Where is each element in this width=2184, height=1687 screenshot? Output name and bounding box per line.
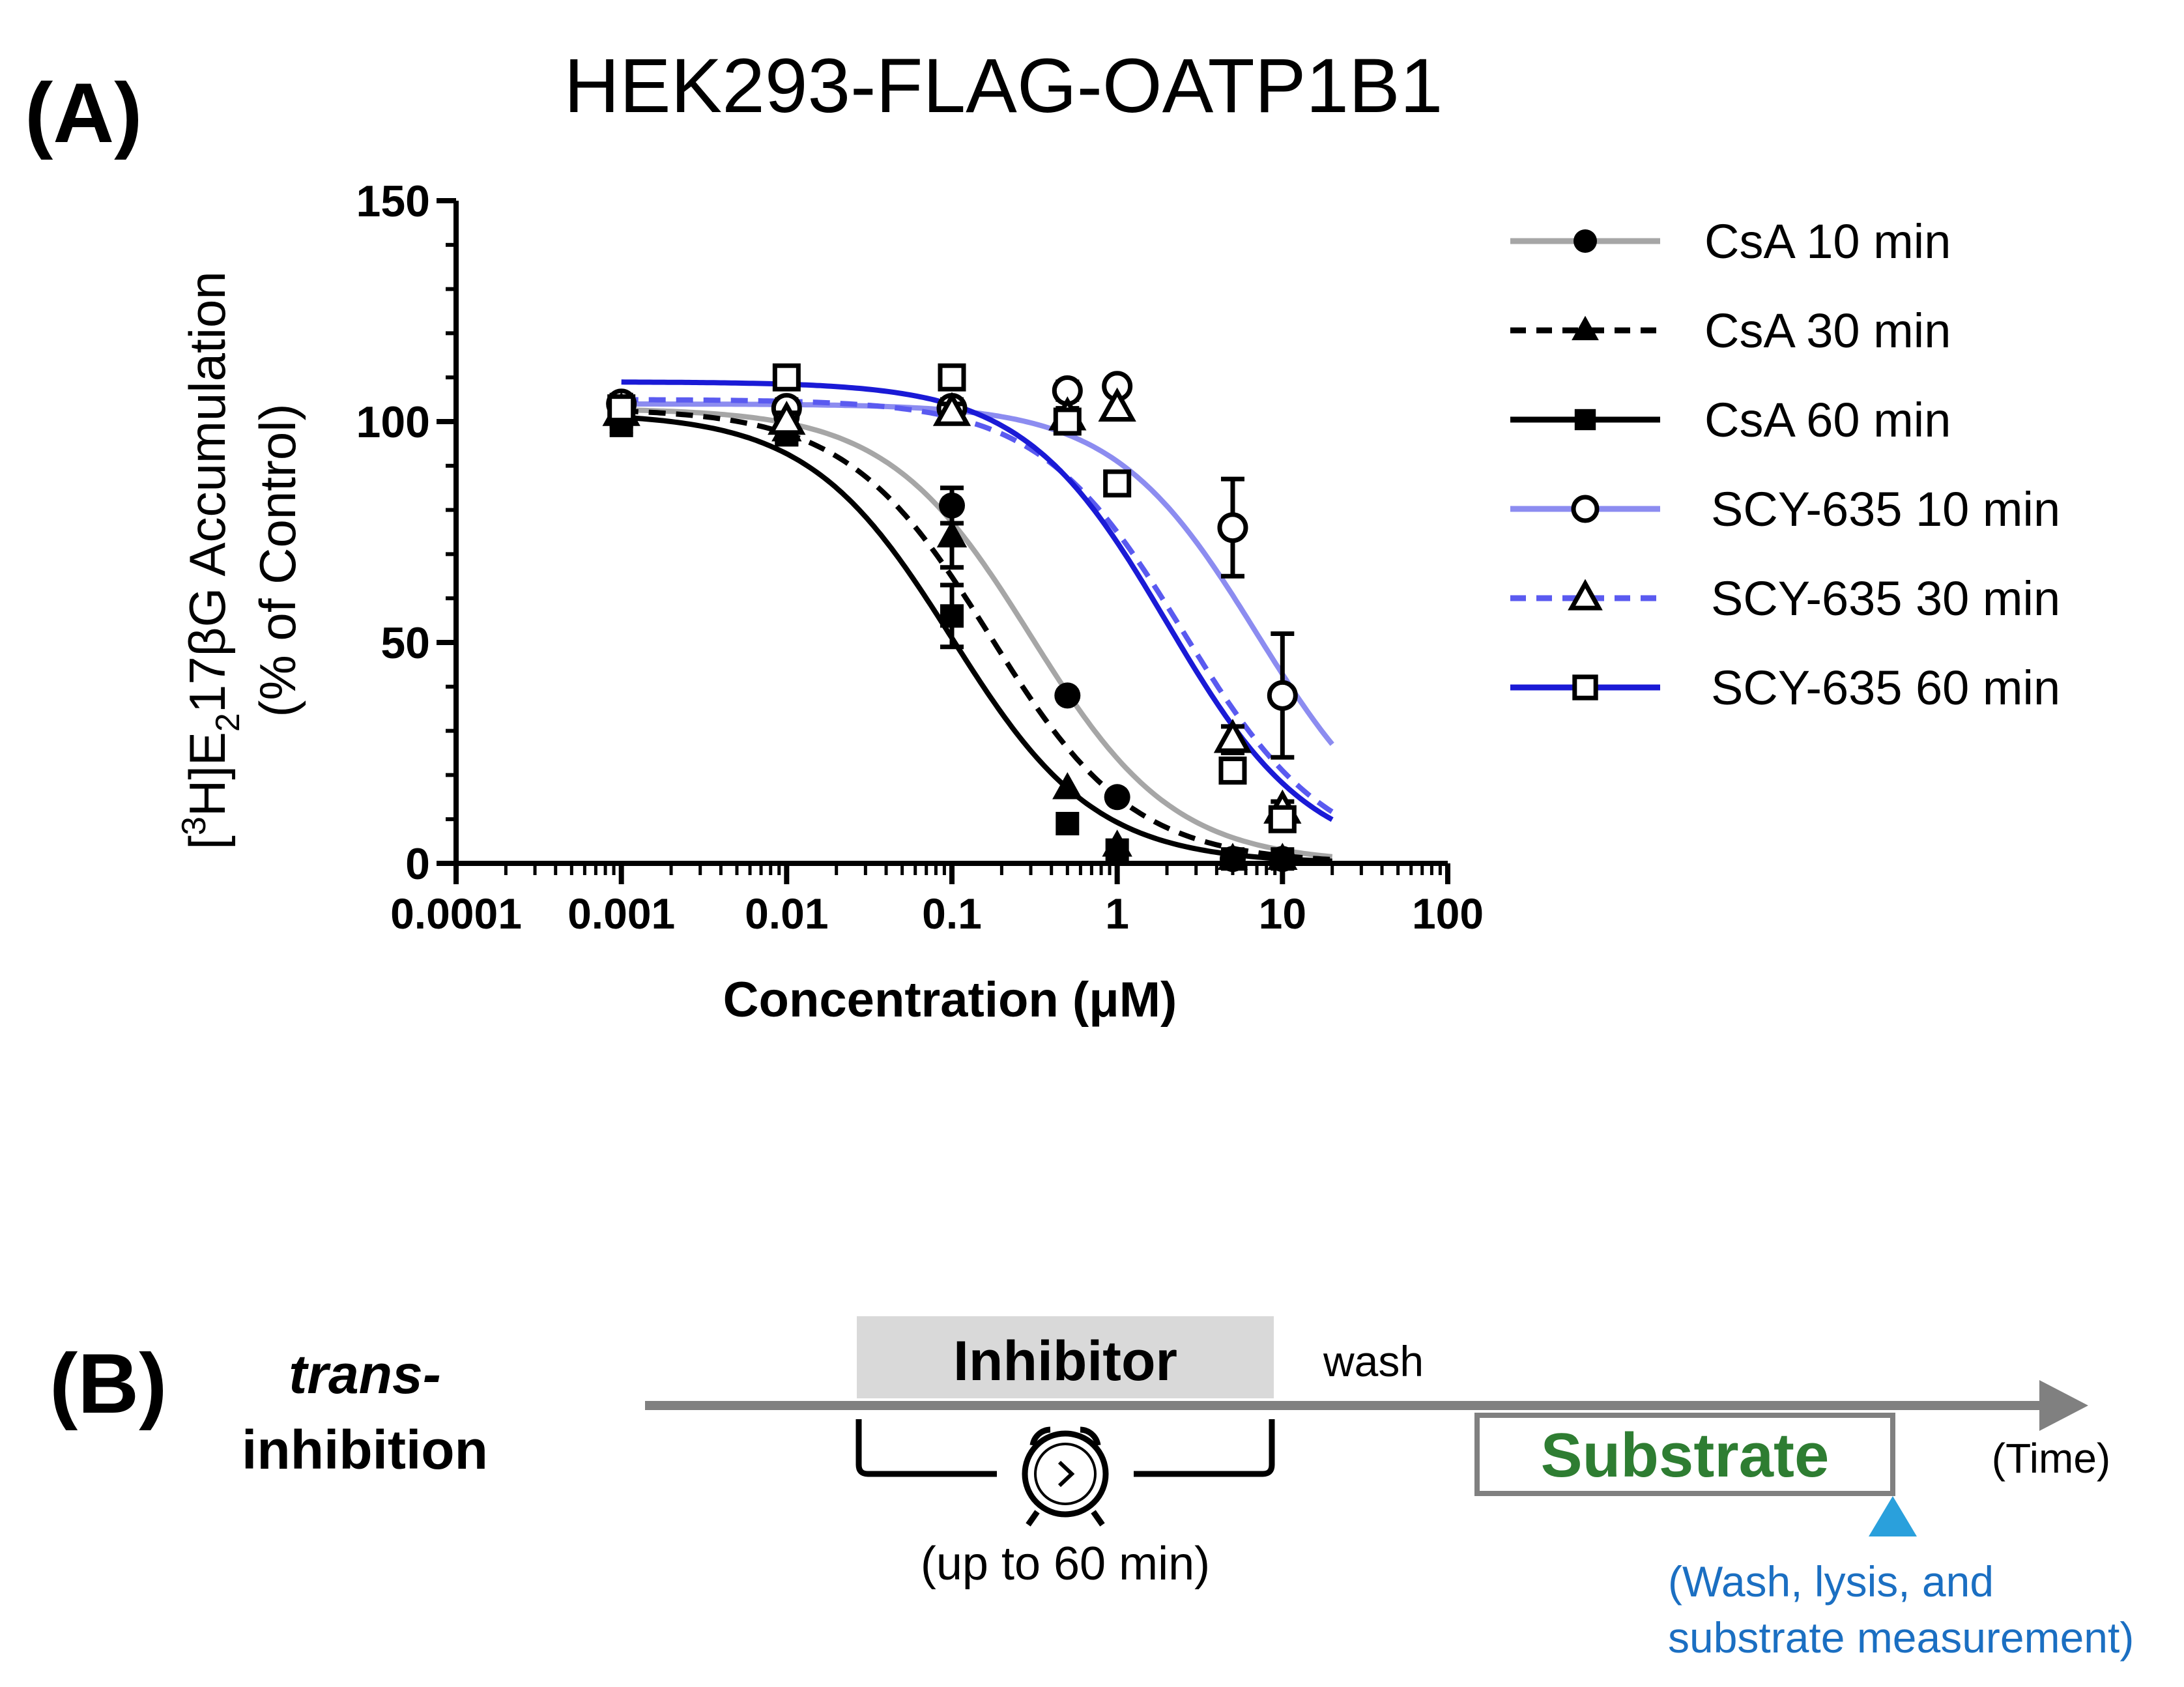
inhibitor-label: Inhibitor	[953, 1330, 1177, 1392]
data-point-s0	[1104, 784, 1130, 811]
inhibitor-box	[857, 1316, 1274, 1398]
legend-label: SCY-635 10 min	[1711, 482, 2060, 536]
x-tick-label: 0.001	[568, 889, 675, 938]
legend-label: CsA 10 min	[1704, 214, 1951, 268]
legend-label: CsA 30 min	[1704, 304, 1951, 358]
x-tick-label: 0.01	[745, 889, 828, 938]
legend-label: CsA 60 min	[1704, 393, 1951, 447]
fit-curve-1	[621, 408, 1332, 863]
data-point-s2	[940, 604, 964, 628]
y-axis-label-line1: [3H]E217βG Accumulation	[175, 271, 247, 849]
legend-marker	[1568, 579, 1603, 611]
data-point-s5	[607, 394, 636, 423]
y-label-subscript: 2	[209, 713, 247, 732]
alarm-clock-icon	[1022, 1426, 1109, 1527]
data-point-s1	[936, 520, 968, 548]
chart-axes: 0 50 100 150 0.0001 0.001 0.01 0.1 1 10 100	[356, 177, 1484, 938]
time-label: (Time)	[1992, 1435, 2110, 1482]
data-point-s2	[1271, 847, 1295, 871]
data-points	[602, 363, 1302, 872]
mode-label-line1: trans-	[289, 1344, 440, 1405]
substrate-label: Substrate	[1541, 1420, 1830, 1490]
data-point-s4	[1213, 719, 1252, 753]
y-tick-label: 150	[356, 177, 430, 226]
x-tick-label: 0.1	[922, 889, 982, 938]
data-point-s5	[772, 363, 801, 392]
fit-curves	[621, 379, 1334, 864]
y-tick-label: 0	[405, 839, 430, 889]
y-tick-label: 50	[381, 618, 430, 668]
data-point-s1	[1052, 771, 1083, 800]
y-label-superscript: 3	[175, 816, 213, 835]
y-label-part-h: H]E	[179, 732, 236, 816]
data-point-s4	[932, 392, 971, 426]
x-tick-label: 10	[1259, 889, 1306, 938]
timeline-arrowhead	[2039, 1380, 2088, 1431]
chart-title: HEK293-FLAG-OATP1B1	[564, 43, 1443, 129]
chart-legend: CsA 10 min CsA 30 min CsA 60 min SCY-635 10…	[1510, 214, 2060, 715]
panel-b-label: (B)	[50, 1336, 167, 1431]
fit-curve-5	[621, 379, 1334, 822]
mode-label-line2: inhibition	[242, 1419, 488, 1480]
duration-label: (up to 60 min)	[921, 1538, 1210, 1590]
x-axis-label: Concentration (μM)	[723, 972, 1177, 1028]
measurement-note-line1: (Wash, lysis, and	[1668, 1557, 1994, 1606]
panel-a-label: (A)	[25, 65, 142, 160]
data-point-s3	[1217, 512, 1248, 543]
legend-marker	[1573, 229, 1597, 253]
y-axis-label-line2: (% of Control)	[249, 403, 306, 717]
data-point-s2	[1056, 811, 1080, 835]
legend-marker	[1572, 315, 1599, 341]
data-point-s4	[768, 401, 806, 435]
legend-label: SCY-635 30 min	[1711, 571, 2060, 626]
substrate-box	[1474, 1413, 1895, 1496]
fit-curve-0	[621, 407, 1333, 859]
data-point-s5	[1103, 469, 1132, 498]
data-point-s3	[1267, 680, 1298, 711]
y-label-part-bracket: [	[179, 835, 236, 850]
data-point-s5	[1268, 805, 1297, 833]
legend-marker	[1572, 674, 1598, 700]
legend-marker	[1574, 409, 1596, 431]
data-point-s5	[938, 363, 966, 392]
data-point-s2	[1105, 838, 1129, 862]
x-tick-label: 0.0001	[390, 889, 522, 938]
wash-label: wash	[1323, 1337, 1424, 1385]
fit-curve-2	[621, 414, 1332, 864]
y-label-part-rest: 17βG Accumulation	[179, 271, 236, 713]
legend-marker	[1571, 495, 1600, 523]
duration-bracket	[855, 1419, 1275, 1477]
data-point-s5	[1053, 407, 1082, 436]
data-point-s0	[1054, 682, 1081, 709]
data-point-s5	[1218, 757, 1247, 785]
x-tick-label: 100	[1412, 889, 1484, 938]
data-point-s4	[1098, 387, 1136, 422]
fit-curve-4	[621, 397, 1334, 815]
y-axis-label: [3H]E217βG Accumulation (% of Control)	[175, 271, 306, 849]
data-point-s2	[1220, 847, 1244, 871]
x-tick-label: 1	[1105, 889, 1129, 938]
measurement-marker-icon	[1869, 1496, 1917, 1536]
measurement-note-line2: substrate measurement)	[1668, 1613, 2134, 1662]
y-tick-label: 100	[356, 397, 430, 447]
legend-label: SCY-635 60 min	[1711, 661, 2060, 715]
